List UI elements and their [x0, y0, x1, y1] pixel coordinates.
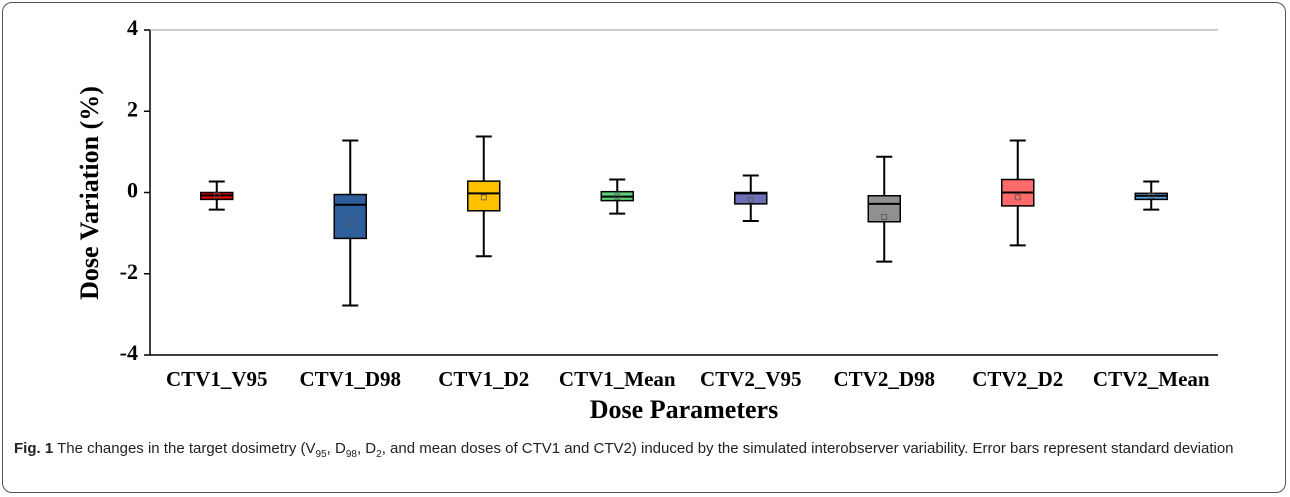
x-axis-title: Dose Parameters: [590, 395, 778, 424]
mean-marker: [747, 196, 754, 203]
mean-marker: [614, 193, 621, 200]
y-tick-label: -4: [120, 340, 138, 365]
y-tick-label: 2: [127, 96, 138, 121]
caption-text: , and mean doses of CTV1 and CTV2) induc…: [381, 440, 1234, 457]
mean-marker: [213, 192, 220, 199]
caption-sub: 95: [315, 449, 327, 460]
box: [467, 180, 501, 212]
caption-sub: 2: [376, 449, 382, 460]
y-axis-title: Dose Variation (%): [75, 86, 104, 300]
y-tick-label: 0: [127, 178, 138, 203]
caption-text: , D: [326, 440, 346, 457]
mean-marker: [881, 213, 888, 220]
x-tick-label: CTV1_V95: [166, 367, 268, 391]
x-tick-label: CTV2_D98: [833, 367, 935, 391]
mean-marker: [347, 220, 354, 226]
caption-text: The changes in the target dosimetry (V: [53, 440, 316, 457]
y-tick-label: -2: [120, 259, 138, 284]
x-tick-label: CTV1_Mean: [559, 367, 676, 391]
x-tick-label: CTV2_D2: [972, 367, 1063, 391]
caption: Fig. 1 The changes in the target dosimet…: [14, 438, 1274, 466]
box: [867, 195, 901, 223]
x-tick-label: CTV2_Mean: [1093, 367, 1210, 391]
caption-sub: 98: [345, 449, 357, 460]
x-tick-label: CTV1_D2: [438, 367, 529, 391]
caption-text: , D: [356, 440, 377, 457]
caption-label: Fig. 1: [14, 440, 54, 457]
box: [333, 193, 367, 240]
mean-marker: [480, 194, 487, 201]
mean-marker: [1148, 192, 1155, 199]
x-tick-label: CTV1_D98: [299, 367, 401, 391]
y-tick-label: 4: [127, 15, 138, 40]
mean-marker: [1014, 194, 1021, 201]
x-tick-label: CTV2_V95: [700, 367, 802, 391]
